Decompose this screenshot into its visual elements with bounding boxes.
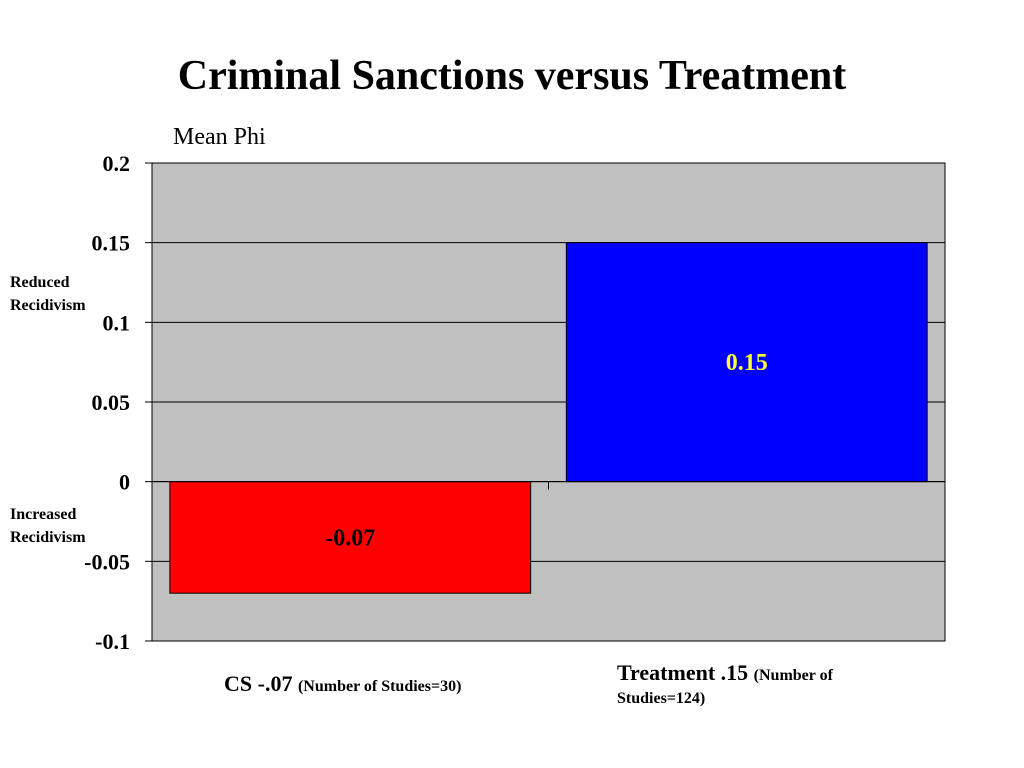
annotation-reduced-recidivism: Reduced Recidivism xyxy=(10,271,86,317)
data-label-cs: -0.07 xyxy=(325,525,375,551)
y-tick-label: -0.1 xyxy=(95,629,130,654)
category-label-cs-detail: (Number of Studies=30) xyxy=(297,678,462,695)
annotation-increased-recidivism: Increased Recidivism xyxy=(10,503,86,549)
annotation-reduced-line1: Reduced xyxy=(10,274,70,291)
data-label-treatment: 0.15 xyxy=(726,350,768,376)
annotation-increased-line1: Increased xyxy=(10,506,77,523)
bar-treatment xyxy=(565,242,928,483)
annotation-reduced-line2: Recidivism xyxy=(10,297,86,314)
category-label-treatment-main: Treatment .15 xyxy=(617,660,749,685)
category-label-treatment-detail: (Number of Studies=124) xyxy=(617,667,833,707)
annotation-increased-line2: Recidivism xyxy=(10,529,86,546)
category-label-cs-main: CS -.07 xyxy=(224,671,293,696)
y-tick-label: -0.05 xyxy=(84,549,130,574)
category-label-treatment: Treatment .15 (Number of Studies=124) xyxy=(617,660,897,709)
bar-cs xyxy=(169,481,532,594)
y-tick-label: 0.15 xyxy=(92,231,131,256)
y-tick-label: 0 xyxy=(119,470,130,495)
y-axis-label: Mean Phi xyxy=(173,124,266,150)
plot-border xyxy=(151,162,946,642)
y-tick-label: 0.2 xyxy=(103,151,131,176)
y-tick-label: 0.05 xyxy=(92,390,131,415)
y-tick-label: 0.1 xyxy=(103,310,131,335)
category-label-cs: CS -.07 (Number of Studies=30) xyxy=(224,671,462,697)
chart-title: Criminal Sanctions versus Treatment xyxy=(177,53,847,99)
